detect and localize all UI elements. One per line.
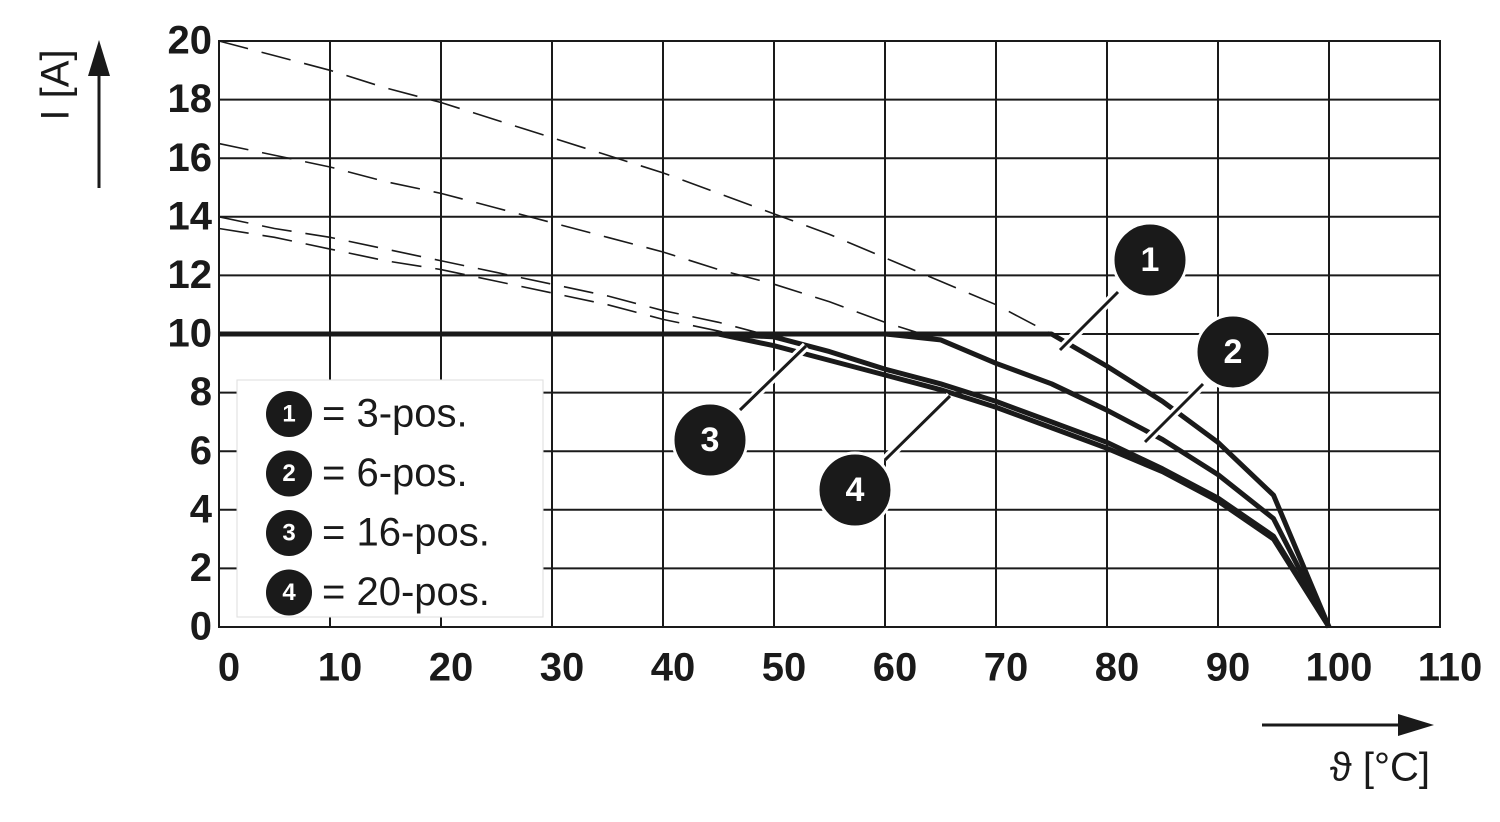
y-tick-label: 10: [168, 312, 213, 356]
callout-badge: [816, 451, 894, 529]
legend-badge: [266, 391, 312, 437]
callout-number: 4: [846, 471, 865, 509]
x-tick-label: 20: [429, 646, 474, 690]
legend-label: = 3-pos.: [322, 392, 468, 436]
callout-badge: [1111, 221, 1189, 299]
legend-badge: [266, 510, 312, 556]
y-tick-label: 0: [190, 605, 212, 649]
x-axis-arrow: [1262, 714, 1434, 736]
legend-label: = 6-pos.: [322, 451, 468, 495]
legend-number: 4: [282, 579, 296, 606]
legend-number: 2: [282, 460, 295, 487]
y-tick-label: 14: [168, 194, 213, 238]
y-axis-arrow: [88, 40, 110, 188]
x-tick-label: 100: [1306, 646, 1373, 690]
callout-number: 1: [1141, 241, 1160, 279]
x-tick-label: 60: [873, 646, 918, 690]
y-tick-label: 4: [190, 487, 213, 531]
callout-leader: [1143, 382, 1205, 444]
callout-leader: [883, 394, 952, 462]
y-tick-label: 16: [168, 136, 213, 180]
plot-border: [218, 40, 1441, 628]
theoretical-curve: [218, 216, 1330, 628]
legend-badge: [266, 569, 312, 616]
x-tick-label: 80: [1095, 646, 1140, 690]
derating-curve: [219, 331, 1332, 629]
y-axis-label: I [A]: [34, 49, 78, 120]
y-tick-label: 20: [168, 19, 213, 63]
y-tick-label: 8: [190, 370, 212, 414]
callout-badge: [671, 401, 749, 479]
x-tick-label: 50: [762, 646, 807, 690]
legend-badge: [266, 450, 312, 497]
x-tick-label: 110: [1418, 646, 1483, 690]
legend-number: 1: [282, 400, 295, 427]
callout-leader: [1058, 290, 1120, 352]
legend-label: = 20-pos.: [322, 570, 490, 614]
callout-number: 2: [1224, 333, 1243, 371]
legend-number: 3: [282, 519, 295, 546]
x-tick-label: 90: [1206, 646, 1251, 690]
y-tick-label: 18: [168, 77, 213, 121]
legend-label: = 16-pos.: [322, 511, 490, 555]
x-axis-label: ϑ [°C]: [1330, 746, 1430, 790]
x-tick-label: 70: [984, 646, 1029, 690]
x-tick-label: 0: [218, 646, 240, 690]
y-tick-label: 2: [190, 546, 212, 590]
callout-leader: [738, 344, 808, 412]
callout-number: 3: [701, 421, 720, 459]
theoretical-curve: [218, 227, 1330, 628]
x-tick-label: 30: [540, 646, 585, 690]
callout-badge: [1194, 313, 1272, 391]
y-tick-label: 6: [190, 429, 212, 473]
x-tick-label: 10: [318, 646, 363, 690]
y-tick-label: 12: [168, 253, 213, 297]
x-tick-label: 40: [651, 646, 696, 690]
